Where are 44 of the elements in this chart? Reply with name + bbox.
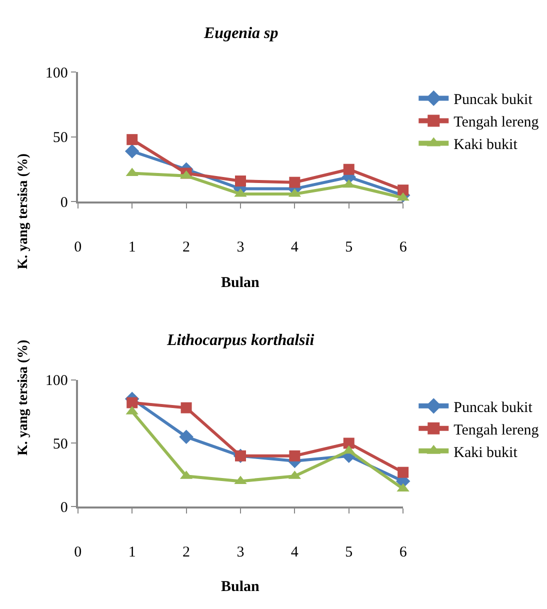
- x-tick-label: 5: [345, 240, 353, 256]
- legend-label: Kaki bukit: [454, 444, 518, 461]
- x-tick-label: 3: [236, 240, 244, 256]
- point: [289, 450, 300, 462]
- x-tick-label: 6: [399, 240, 408, 256]
- point: [398, 184, 409, 196]
- y-axis-title: K. yang tersisa (%): [16, 153, 32, 270]
- point: [126, 397, 138, 408]
- point: [289, 176, 300, 188]
- legend-label: Tengah lereng: [454, 422, 540, 438]
- x-tick-label: 2: [182, 544, 190, 561]
- point: [343, 438, 354, 449]
- y-tick-label: 100: [45, 65, 68, 82]
- legend-label: Puncak bukit: [454, 92, 534, 108]
- point: [180, 402, 192, 414]
- x-tick-label: 0: [74, 544, 82, 561]
- y-tick-label: 50: [52, 130, 68, 146]
- point: [126, 134, 138, 146]
- x-tick-label: 3: [236, 544, 244, 561]
- x-tick-label: 5: [345, 544, 353, 561]
- x-tick-label: 0: [74, 240, 82, 256]
- legend-label: Puncak bukit: [454, 400, 534, 416]
- y-tick-label: 100: [45, 373, 68, 390]
- x-tick-label: 1: [128, 240, 136, 256]
- x-tick-label: 4: [290, 544, 299, 561]
- x-tick-label: 1: [128, 544, 136, 561]
- point: [343, 164, 354, 175]
- x-axis-title: Bulan: [221, 275, 260, 291]
- legend-label: Kaki bukit: [454, 137, 518, 154]
- point: [124, 144, 140, 158]
- y-tick-label: 0: [60, 500, 68, 516]
- chart-title: Eugenia sp: [203, 25, 278, 42]
- x-tick-label: 4: [290, 240, 299, 256]
- y-tick-label: 50: [52, 436, 68, 452]
- y-axis-title: K. yang tersisa (%): [16, 339, 31, 456]
- point: [398, 466, 409, 478]
- x-axis-title: Bulan: [221, 579, 260, 595]
- chart-title: Lithocarpus korthalsii: [166, 332, 315, 349]
- point: [234, 176, 246, 187]
- y-tick-label: 0: [60, 195, 68, 211]
- legend-label: Tengah lereng: [454, 114, 540, 131]
- x-tick-label: 6: [399, 544, 408, 561]
- x-tick-label: 2: [182, 240, 190, 256]
- point: [179, 430, 194, 444]
